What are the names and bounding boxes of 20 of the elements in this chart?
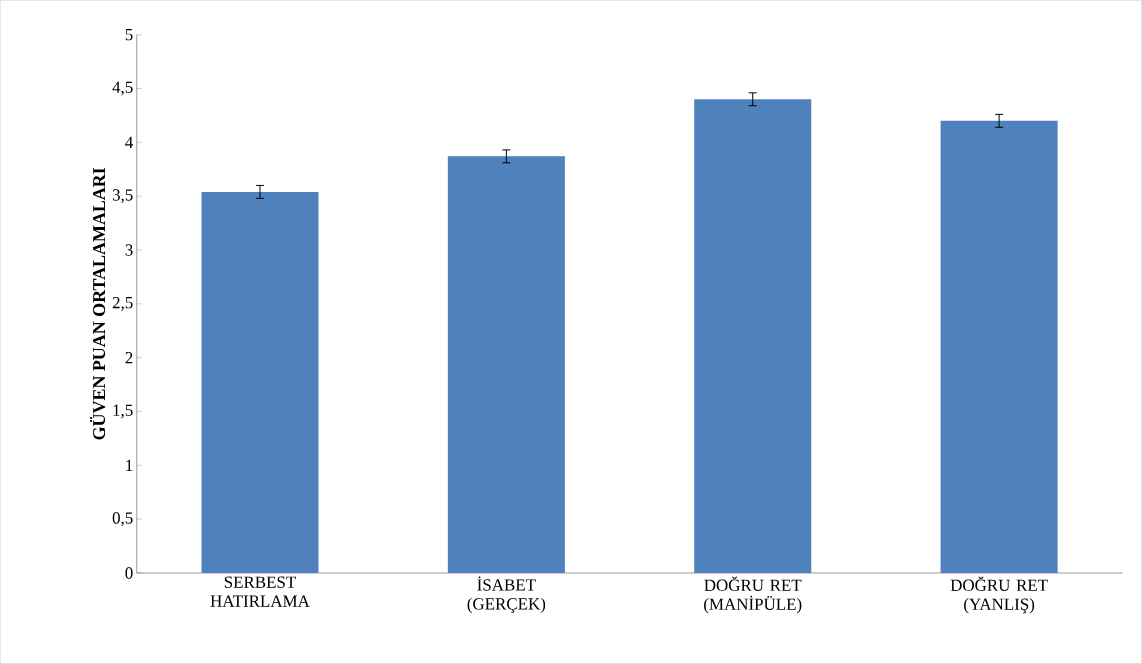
bar: [201, 192, 319, 574]
x-tick-label: SERBEST HATIRLAMA: [210, 576, 310, 607]
y-tick-label: 5: [125, 29, 133, 41]
y-tick-label: 2: [125, 352, 133, 364]
y-tick-label: 2,5: [112, 297, 133, 311]
x-tick-label: DOĞRU RET (YANLIŞ): [950, 576, 1048, 614]
bar: [447, 156, 565, 574]
y-tick-label: 0,5: [112, 512, 133, 527]
x-tick-label: İSABET (GERÇEK): [467, 576, 546, 614]
bar: [694, 99, 812, 574]
y-tick-label: 4,5: [112, 81, 133, 96]
x-tick-label: DOĞRU RET (MANİPÜLE): [704, 576, 802, 614]
y-tick-label: 3,5: [112, 189, 133, 204]
y-tick-label: 4: [125, 136, 133, 149]
y-axis-title: GÜVEN PUAN ORTALAMALARI: [90, 168, 106, 440]
y-tick-label: 3: [125, 244, 133, 256]
y-tick-label: 1,5: [113, 404, 133, 419]
y-tick-label: 1: [126, 459, 133, 472]
bar: [940, 120, 1058, 574]
y-tick-label: 0: [125, 567, 133, 579]
